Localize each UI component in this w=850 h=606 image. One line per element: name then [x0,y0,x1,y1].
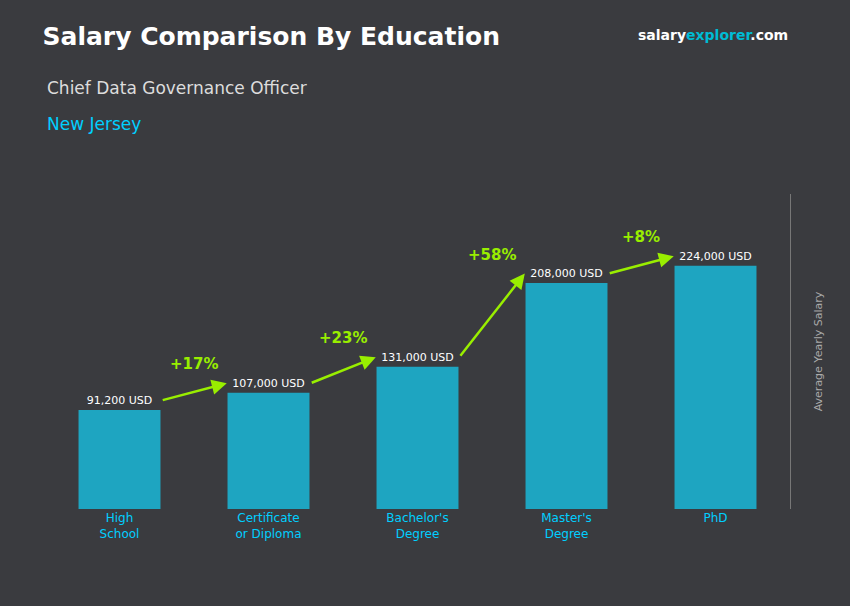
svg-text:+58%: +58% [468,246,516,264]
svg-text:208,000 USD: 208,000 USD [530,267,603,280]
svg-text:PhD: PhD [703,511,727,525]
svg-text:Salary Comparison By Education: Salary Comparison By Education [43,22,500,51]
svg-text:+8%: +8% [622,228,660,246]
svg-text:Master'sDegree: Master'sDegree [541,511,592,541]
svg-text:107,000 USD: 107,000 USD [232,377,305,390]
svg-text:Average Yearly Salary: Average Yearly Salary [812,291,825,411]
svg-text:HighSchool: HighSchool [100,511,140,541]
svg-text:New Jersey: New Jersey [47,114,141,134]
svg-text:+17%: +17% [170,355,218,373]
svg-text:Bachelor'sDegree: Bachelor'sDegree [386,511,448,541]
svg-text:131,000 USD: 131,000 USD [381,351,454,364]
svg-text:salaryexplorer.com: salaryexplorer.com [638,27,788,43]
svg-text:91,200 USD: 91,200 USD [87,394,153,407]
svg-text:Chief Data Governance Officer: Chief Data Governance Officer [47,78,307,98]
svg-text:Certificateor Diploma: Certificateor Diploma [236,511,302,541]
svg-text:224,000 USD: 224,000 USD [679,250,752,263]
svg-text:+23%: +23% [319,329,367,347]
